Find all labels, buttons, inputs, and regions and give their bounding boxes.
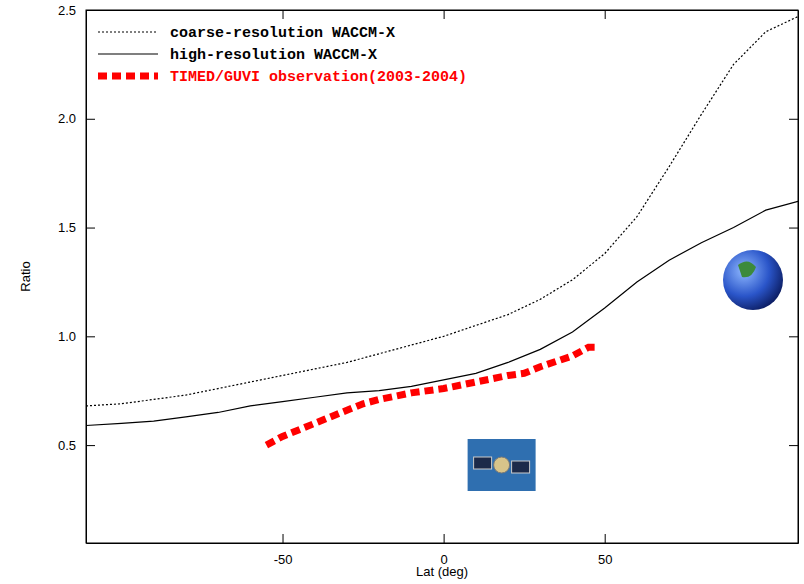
y-axis-title: Ratio [18, 261, 33, 291]
tick: 0 [440, 534, 447, 567]
tick-label: 1.5 [58, 220, 76, 235]
axis-line [87, 543, 799, 544]
tick-mark [86, 10, 95, 11]
axis-line [87, 10, 799, 11]
tick [789, 445, 798, 446]
satellite-icon [468, 439, 536, 491]
tick-mark [444, 534, 445, 543]
globe-icon [723, 250, 783, 310]
legend-item: TIMED/GUVI observation(2003-2004) [98, 69, 467, 86]
tick-mark [605, 10, 606, 19]
tick-mark [605, 534, 606, 543]
y-axis-right [789, 11, 799, 544]
tick: -50 [274, 534, 293, 567]
plot: -50 0 50 0.5 1.0 1.5 2.0 2.5 coarse-resolution W… [58, 3, 799, 568]
tick-mark [444, 10, 445, 19]
legend-item: high-resolution WACCM-X [98, 47, 377, 64]
tick-mark [283, 534, 284, 543]
legend-swatch [98, 73, 158, 80]
tick-mark [86, 336, 95, 337]
tick-mark [789, 336, 798, 337]
tick: 2.5 [58, 3, 95, 18]
legend-label: TIMED/GUVI observation(2003-2004) [170, 69, 467, 86]
x-axis: -50 0 50 [87, 534, 799, 567]
tick-label: 0.5 [58, 438, 76, 453]
tick [789, 228, 798, 229]
tick-mark [789, 228, 798, 229]
tick [283, 10, 284, 19]
tick-mark [86, 228, 95, 229]
tick: 50 [598, 534, 612, 567]
legend-label: coarse-resolution WACCM-X [170, 25, 395, 42]
series-line [86, 17, 798, 406]
legend: coarse-resolution WACCM-X high-resolution… [98, 25, 467, 86]
series-line [266, 347, 598, 445]
globe-land [738, 261, 756, 277]
legend-label: high-resolution WACCM-X [170, 47, 377, 64]
satellite-panel [512, 461, 530, 473]
tick-mark [283, 10, 284, 19]
satellite-bg [468, 439, 536, 491]
tick: 2.0 [58, 111, 95, 126]
tick [605, 10, 606, 19]
axis-line [86, 11, 87, 544]
data-lines [86, 17, 798, 446]
tick-label: 50 [598, 552, 612, 567]
tick: 1.0 [58, 329, 95, 344]
tick-mark [789, 119, 798, 120]
legend-item: coarse-resolution WACCM-X [98, 25, 395, 42]
tick [789, 336, 798, 337]
legend-swatch [98, 31, 158, 32]
globe [723, 250, 783, 310]
plot-frame [86, 10, 798, 543]
tick [789, 119, 798, 120]
legend-swatch [98, 53, 158, 54]
y-axis: 0.5 1.0 1.5 2.0 2.5 [58, 3, 95, 544]
tick [789, 10, 798, 11]
tick-label: 2.5 [58, 3, 76, 18]
tick-label: 1.0 [58, 329, 76, 344]
chart: -50 0 50 0.5 1.0 1.5 2.0 2.5 coarse-resolution W… [0, 0, 804, 584]
tick-mark [789, 445, 798, 446]
x-axis-title: Lat (deg) [416, 564, 468, 579]
tick-mark [86, 119, 95, 120]
tick [444, 10, 445, 19]
axis-line [798, 11, 799, 544]
tick-mark [86, 445, 95, 446]
tick-mark [789, 10, 798, 11]
tick-label: 2.0 [58, 111, 76, 126]
tick-label: -50 [274, 552, 293, 567]
tick: 0.5 [58, 438, 95, 453]
satellite-body [494, 457, 510, 473]
satellite-panel [474, 457, 492, 469]
tick: 1.5 [58, 220, 95, 235]
x-axis-top [87, 10, 799, 19]
